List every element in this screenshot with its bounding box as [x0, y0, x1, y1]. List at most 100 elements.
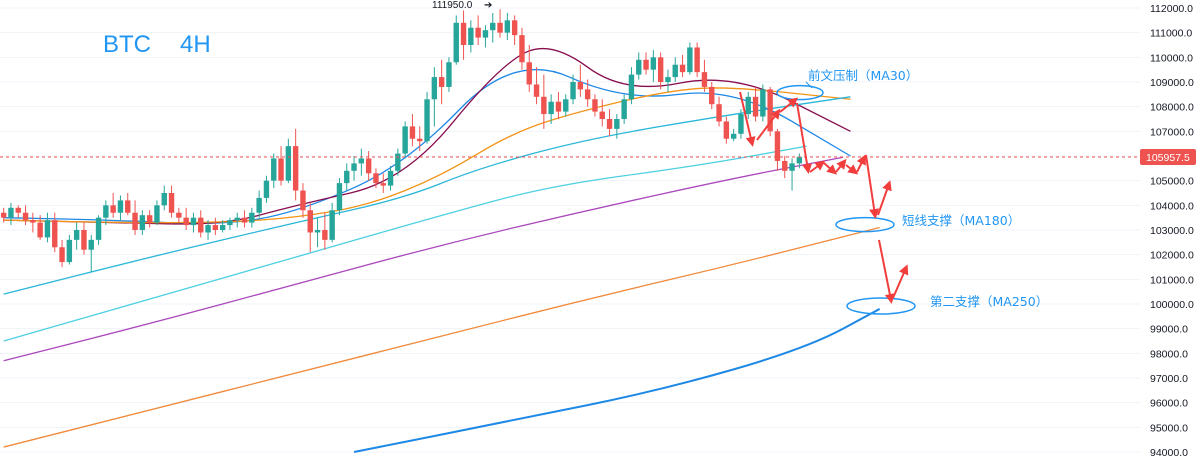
candle-body [584, 89, 591, 100]
candle-body [198, 217, 204, 233]
candle [548, 94, 554, 124]
candle-body [249, 212, 255, 223]
candle-body [66, 239, 73, 263]
candle-body [176, 212, 182, 218]
candle [614, 114, 620, 139]
candle-body [256, 197, 262, 213]
candle [730, 128, 737, 142]
candle [402, 121, 408, 159]
candle-body [117, 200, 124, 213]
candle-body [672, 64, 678, 78]
annotation-ellipse-support1 [835, 216, 895, 233]
candle [336, 178, 343, 216]
candle-body [482, 30, 489, 38]
candle-body [95, 217, 102, 240]
candle-body [636, 59, 642, 75]
candle-body [125, 200, 131, 213]
projection-arrow [796, 102, 812, 174]
candle-body [694, 47, 700, 73]
ma-line-ma180 [3, 226, 880, 448]
projection-arrow [739, 91, 756, 147]
candle [701, 59, 708, 92]
candle-body [468, 27, 474, 45]
candle [650, 49, 657, 82]
candle [621, 94, 627, 124]
grid-lines [0, 7, 1140, 453]
price-tick-label: 104000.0 [1150, 200, 1194, 212]
candle-body [767, 89, 773, 132]
price-tag-label: 105957.5 [1146, 152, 1190, 164]
ma-line-ma [3, 96, 851, 295]
candle-body [657, 57, 664, 82]
ma-line-ma250 [353, 308, 881, 453]
candle-body [44, 220, 51, 238]
candle-body [241, 217, 248, 223]
candle [446, 57, 452, 92]
candle-body [190, 217, 197, 226]
candle [249, 207, 255, 228]
candle-body [446, 62, 452, 87]
candle-body [628, 74, 635, 100]
candle-body [730, 133, 737, 139]
candle [752, 86, 759, 122]
candle [314, 217, 321, 248]
candle [307, 202, 313, 253]
candle [219, 220, 226, 233]
candle-body [621, 99, 627, 119]
candle-body [701, 72, 708, 87]
price-tick-label: 100000.0 [1150, 299, 1194, 311]
candle-body [212, 225, 219, 230]
price-tick-label: 109000.0 [1150, 77, 1194, 89]
candle-body [723, 121, 730, 139]
candle-body [709, 86, 715, 105]
price-tick-label: 107000.0 [1150, 126, 1194, 138]
candle [395, 148, 401, 176]
projection-arrow [856, 154, 866, 173]
candle-body [351, 163, 357, 171]
candle-body [300, 190, 306, 211]
candle-body [526, 62, 532, 85]
price-tick-label: 105000.0 [1150, 176, 1194, 188]
price-tick-label: 111000.0 [1150, 28, 1192, 40]
price-axis[interactable]: 112000.0 111000.0 110000.0 109000.0 108000.0… [1150, 3, 1194, 457]
candle-body [752, 96, 759, 117]
candle [88, 234, 94, 272]
candle-body [519, 35, 525, 63]
candle-body [541, 96, 547, 115]
candle-body [344, 170, 350, 184]
projection-arrow [892, 264, 909, 299]
candle [767, 86, 773, 137]
candle [322, 212, 328, 250]
candle-body [81, 230, 87, 250]
candle [789, 158, 795, 191]
candle [665, 69, 671, 92]
candle [657, 52, 664, 90]
candle [176, 207, 182, 223]
candle [460, 10, 467, 60]
candle [643, 52, 649, 75]
candle [628, 67, 635, 105]
candle [0, 207, 7, 223]
candle [234, 212, 240, 228]
candle-body [511, 20, 518, 36]
candle [190, 212, 197, 233]
candle [490, 12, 496, 43]
candle [22, 205, 29, 226]
price-tick-label: 101000.0 [1150, 274, 1194, 286]
candle [125, 193, 131, 216]
candle-body [263, 180, 270, 198]
candle [672, 57, 678, 82]
annotations: 前文压制（MA30） 短线支撑（MA180） 第二支撑（MA250） [739, 68, 1048, 315]
candle [482, 25, 489, 48]
price-tick-label: 95000.0 [1150, 422, 1188, 434]
candle [796, 153, 803, 169]
candle-body [307, 210, 313, 233]
candle-body [103, 205, 109, 218]
annotation-label-support2: 第二支撑（MA250） [930, 294, 1048, 309]
candle [760, 84, 766, 122]
projection-arrow [877, 180, 892, 216]
candle-body [271, 158, 277, 181]
candle-body [205, 225, 211, 233]
annotation-label-resistance: 前文压制（MA30） [808, 68, 918, 83]
